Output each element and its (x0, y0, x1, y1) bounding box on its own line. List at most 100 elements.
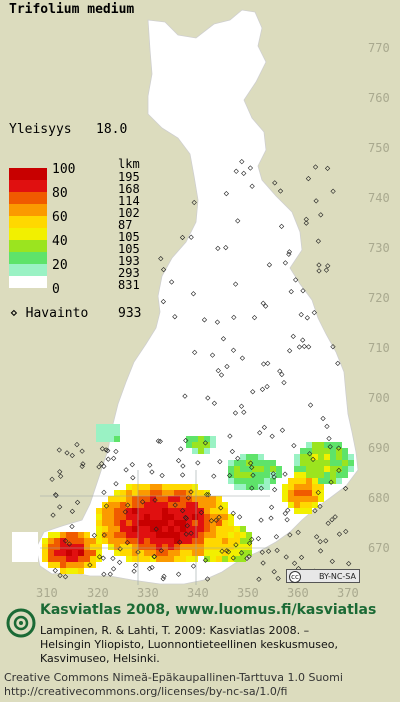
density-cell (54, 544, 60, 550)
observation-marker (290, 333, 296, 339)
density-cell (144, 514, 150, 520)
density-cell (114, 436, 120, 442)
legend-percent: 0 (52, 282, 60, 297)
density-cell (264, 478, 270, 484)
density-cell (210, 514, 216, 520)
density-cell (180, 550, 186, 556)
observation-marker (183, 515, 189, 521)
observation-marker (227, 472, 233, 479)
density-cell (300, 508, 306, 514)
legend-count: 195 (118, 170, 140, 184)
density-cell (186, 442, 192, 448)
cc-license-badge[interactable]: cc BY-NC-SA (286, 569, 360, 583)
observation-marker (248, 460, 254, 466)
density-cell (78, 532, 84, 538)
observation-marker (149, 564, 155, 571)
observation-marker (63, 538, 69, 544)
observation-marker (307, 402, 314, 408)
density-cell (168, 502, 174, 508)
density-cell (198, 514, 204, 520)
observation-marker (284, 517, 290, 523)
density-cell (192, 490, 198, 496)
observation-marker (153, 526, 159, 532)
density-cell (162, 514, 168, 520)
density-cell (216, 508, 222, 514)
density-cell (192, 556, 198, 562)
density-cell (258, 484, 264, 490)
density-cell (66, 550, 72, 556)
observation-marker (238, 550, 245, 556)
density-cell (228, 466, 234, 472)
density-cell (180, 532, 186, 538)
density-cell (192, 544, 198, 550)
density-cell (336, 460, 342, 466)
density-cell (306, 496, 312, 502)
density-cell (126, 514, 132, 520)
density-cell (216, 550, 222, 556)
density-cell (288, 496, 294, 502)
density-cell (192, 496, 198, 502)
density-cell (312, 490, 318, 496)
observation-marker (295, 529, 301, 536)
density-cell (84, 532, 90, 538)
density-cell (336, 478, 342, 484)
legend-swatch (9, 228, 47, 240)
y-axis-label: 690 (368, 441, 390, 455)
observation-marker (324, 423, 330, 430)
density-cell (90, 556, 96, 562)
density-cell (204, 550, 210, 556)
observation-marker (317, 539, 323, 545)
density-cell (234, 532, 240, 538)
density-cell (114, 550, 120, 556)
density-cell (234, 472, 240, 478)
density-cell (228, 556, 234, 562)
observation-marker (53, 492, 59, 499)
density-cell (222, 538, 228, 544)
observation-marker (282, 260, 289, 266)
density-cell (114, 514, 120, 520)
observation-marker (192, 349, 198, 356)
density-cell (240, 526, 246, 532)
density-cell (78, 562, 84, 568)
density-cell (192, 508, 198, 514)
density-cell (102, 436, 108, 442)
density-cell (330, 460, 336, 466)
density-cell (234, 484, 240, 490)
observation-marker (105, 456, 111, 462)
density-cell (102, 508, 108, 514)
density-cell (180, 496, 186, 502)
kasviatlas-title-link[interactable]: Kasviatlas 2008, www.luomus.fi/kasviatla… (40, 602, 377, 618)
observation-marker (317, 548, 324, 554)
density-cell (168, 484, 174, 490)
density-cell (108, 538, 114, 544)
density-cell (216, 538, 222, 544)
density-cell (210, 442, 216, 448)
observation-marker (251, 315, 258, 321)
observation-marker (122, 509, 128, 515)
density-cell (222, 532, 228, 538)
observation-marker (329, 558, 335, 565)
density-cell (42, 556, 48, 562)
license-link[interactable]: http://creativecommons.org/licenses/by-n… (4, 685, 288, 698)
density-cell (138, 520, 144, 526)
density-cell (312, 442, 318, 448)
density-cell (108, 424, 114, 430)
observation-marker (336, 531, 343, 537)
observation-marker (214, 319, 221, 325)
density-cell (96, 538, 102, 544)
density-cell (84, 538, 90, 544)
density-cell (312, 466, 318, 472)
density-cell (234, 478, 240, 484)
density-cell (216, 502, 222, 508)
density-cell (108, 544, 114, 550)
observation-marker (282, 510, 288, 517)
density-cell (174, 496, 180, 502)
density-cell (246, 472, 252, 478)
density-cell (132, 532, 138, 538)
density-cell (72, 556, 78, 562)
observation-marker (266, 262, 273, 268)
density-cell (186, 502, 192, 508)
density-cell (150, 532, 156, 538)
density-cell (294, 478, 300, 484)
density-cell (132, 484, 138, 490)
